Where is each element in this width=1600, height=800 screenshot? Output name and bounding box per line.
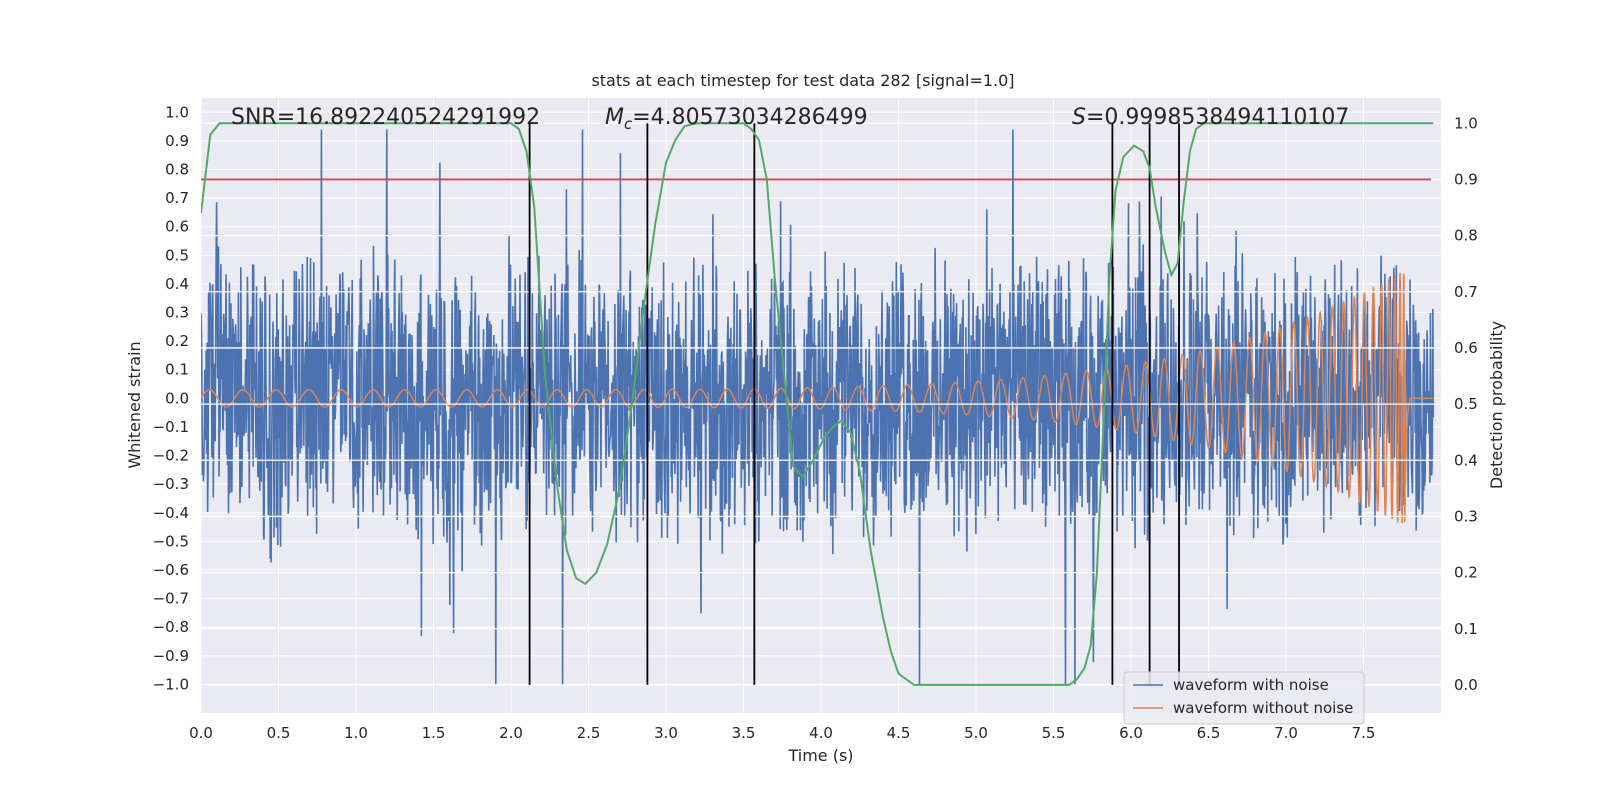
y-right-tick-label: 0.8 [1454,227,1478,245]
chart-title: stats at each timestep for test data 282… [591,71,1014,90]
legend-label-clean: waveform without noise [1173,699,1353,717]
snr-annotation: SNR=16.892240524291992 [231,105,540,130]
series-waveform-with-noise [201,129,1435,685]
legend-label-noise: waveform with noise [1173,676,1329,694]
y-left-tick-label: −0.5 [153,532,189,550]
x-tick-label: 5.0 [964,724,988,742]
y-left-tick-label: 0.2 [165,332,189,350]
y-left-tick-label: 0.0 [165,389,189,407]
x-tick-label: 3.5 [732,724,756,742]
y-right-tick-label: 0.9 [1454,170,1478,188]
y-axis-left-label: Whitened strain [125,341,144,468]
x-tick-label: 4.5 [887,724,911,742]
y-left-tick-label: −0.2 [153,447,189,465]
legend: waveform with noise waveform without noi… [1123,671,1365,725]
y-left-tick-label: 0.8 [165,161,189,179]
y-left-tick-label: −1.0 [153,675,189,693]
y-left-tick-label: 0.4 [165,275,189,293]
x-tick-label: 5.5 [1042,724,1066,742]
x-tick-label: 0.5 [267,724,291,742]
y-left-tick-label: 0.7 [165,189,189,207]
x-tick-label: 7.0 [1274,724,1298,742]
chirp-mass-symbol: M [605,105,624,130]
y-left-tick-label: −0.3 [153,475,189,493]
score-value: =0.999853849411​0107 [1086,105,1349,130]
y-left-tick-label: −0.7 [153,590,189,608]
chirp-mass-subscript: c [624,115,633,133]
y-right-tick-label: 0.6 [1454,339,1478,357]
y-left-tick-label: −0.4 [153,504,189,522]
y-right-tick-label: 0.7 [1454,283,1478,301]
series-waveform-without-noise [201,272,1434,524]
right-y-tick-labels: 1.0 0.9 0.8 0.7 0.6 0.5 0.4 0.3 0.2 0.1 0.0 [1454,114,1478,694]
y-left-tick-label: 0.1 [165,361,189,379]
left-y-tick-labels: 1.0 0.9 0.8 0.7 0.6 0.5 0.4 0.3 0.2 0.1 0.0 −0.1 −0.… [153,103,189,693]
y-right-tick-label: 0.1 [1454,620,1478,638]
right-axis-gridlines [201,122,1441,686]
x-tick-labels: 0.0 0.5 1.0 1.5 2.0 2.5 3.0 3.5 4.0 4.5 5.0 5.5 6.0 6… [189,724,1375,742]
y-left-tick-label: 1.0 [165,103,189,121]
x-tick-label: 6.0 [1119,724,1143,742]
y-left-tick-label: 0.6 [165,218,189,236]
event-markers [528,123,1180,685]
x-tick-label: 2.5 [577,724,601,742]
y-right-tick-label: 0.2 [1454,564,1478,582]
chirp-mass-annotation: Mc=4.80573034286499 [605,105,868,133]
y-right-tick-label: 0.3 [1454,507,1478,525]
x-tick-label: 3.0 [654,724,678,742]
y-left-tick-label: −0.1 [153,418,189,436]
y-left-tick-label: −0.6 [153,561,189,579]
x-tick-label: 7.5 [1352,724,1376,742]
legend-box [1123,671,1365,725]
x-tick-label: 6.5 [1197,724,1221,742]
x-tick-label: 2.0 [499,724,523,742]
x-tick-label: 1.5 [422,724,446,742]
y-right-tick-label: 0.0 [1454,676,1478,694]
x-axis-label: Time (s) [787,746,853,765]
y-axis-right-label: Detection probability [1487,321,1506,489]
y-left-tick-label: −0.9 [153,647,189,665]
series-detection-probability [201,122,1434,686]
y-right-tick-label: 0.4 [1454,451,1478,469]
y-left-tick-label: 0.3 [165,304,189,322]
y-left-tick-label: −0.8 [153,618,189,636]
y-right-tick-label: 0.5 [1454,395,1478,413]
y-left-tick-label: 0.9 [165,132,189,150]
score-symbol: S [1072,105,1086,130]
y-right-tick-label: 1.0 [1454,114,1478,132]
x-tick-label: 0.0 [189,724,213,742]
x-tick-label: 4.0 [809,724,833,742]
chirp-mass-value: =4.80573034286499 [632,105,867,130]
y-left-tick-label: 0.5 [165,246,189,264]
x-tick-label: 1.0 [344,724,368,742]
score-annotation: S=0.999853849411​0107 [1072,105,1349,130]
